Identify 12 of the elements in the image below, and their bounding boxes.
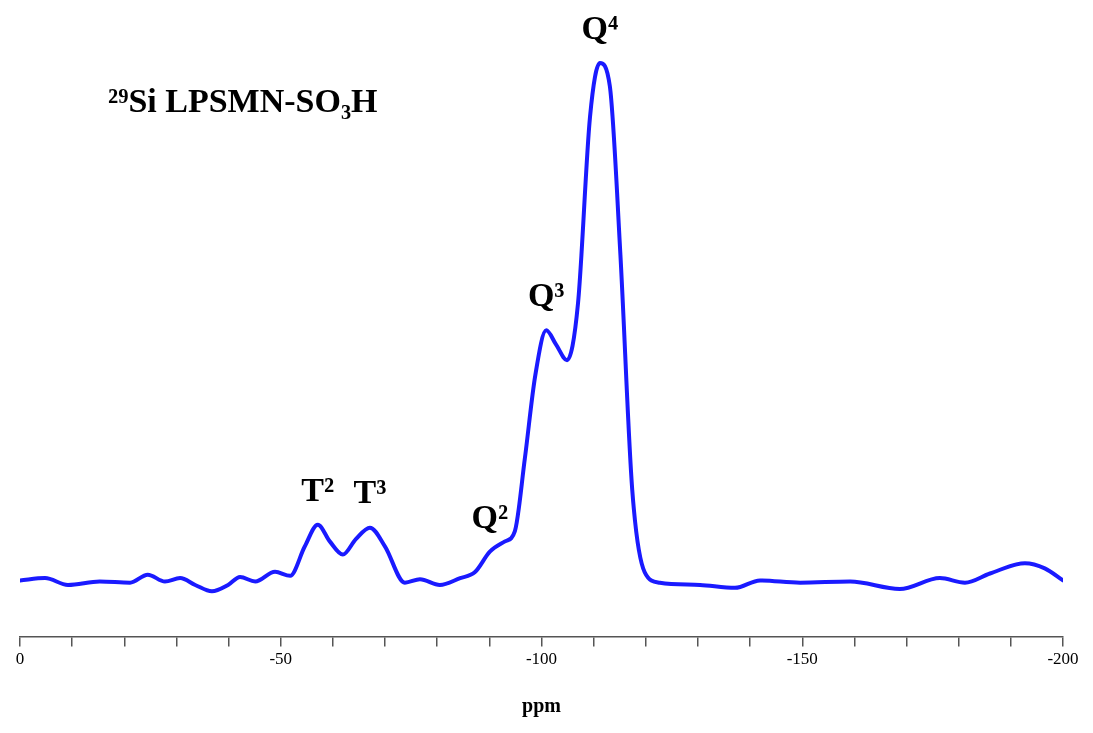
annotation: Q³ xyxy=(527,276,565,314)
annotation: T² xyxy=(301,470,335,508)
x-axis-title: ppm xyxy=(522,694,562,718)
text: ²⁹Si LPSMN-SO₃H xyxy=(108,82,378,119)
annotation: Q⁴ xyxy=(581,8,619,46)
x-tick-label: -100 xyxy=(525,649,558,669)
x-tick-label: -150 xyxy=(786,649,818,669)
x-tick-label: -50 xyxy=(269,649,293,669)
x-tick-label: -200 xyxy=(1047,649,1079,669)
x-tick-label: 0 xyxy=(15,649,25,669)
annotation: T³ xyxy=(353,473,387,511)
annotation: Q² xyxy=(471,497,509,535)
